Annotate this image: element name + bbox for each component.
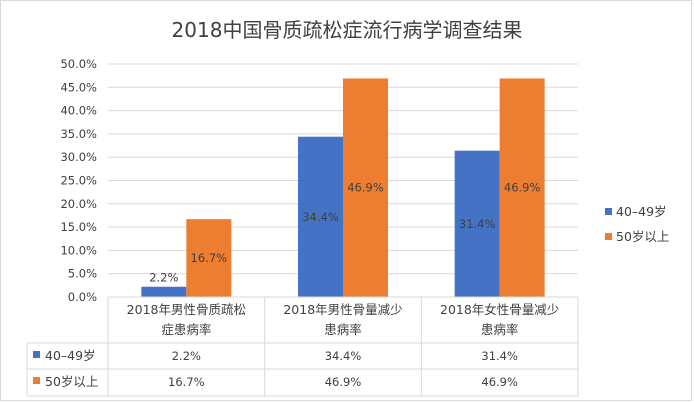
table-value: 46.9% (481, 375, 518, 389)
y-tick-label: 25.0% (60, 174, 97, 188)
table-value: 31.4% (481, 349, 518, 363)
legend-swatch (605, 208, 612, 215)
bar (454, 150, 500, 297)
y-tick-label: 50.0% (60, 57, 97, 71)
bar (141, 286, 187, 297)
y-tick-label: 5.0% (68, 267, 97, 281)
data-label: 16.7% (191, 251, 228, 265)
y-tick-label: 45.0% (60, 80, 97, 94)
table-legend-key (33, 351, 40, 358)
table-value: 46.9% (325, 375, 362, 389)
legend-swatch (605, 233, 612, 240)
legend-label: 40–49岁 (616, 204, 667, 219)
data-label: 46.9% (504, 181, 541, 195)
bar (343, 78, 388, 297)
bar (298, 136, 343, 297)
x-category-label: 2018年女性骨量减少 (440, 302, 559, 317)
y-tick-label: 40.0% (60, 104, 97, 118)
chart-title: 2018中国骨质疏松症流行病学调查结果 (171, 18, 523, 42)
y-tick-label: 20.0% (60, 197, 97, 211)
bar (499, 78, 545, 297)
data-label: 34.4% (302, 210, 339, 224)
y-tick-label: 30.0% (60, 150, 97, 164)
table-series-label: 50岁以上 (45, 374, 98, 389)
table-value: 16.7% (168, 375, 205, 389)
data-label: 2.2% (149, 271, 178, 285)
y-tick-label: 0.0% (68, 290, 97, 304)
y-tick-label: 10.0% (60, 243, 97, 257)
y-tick-label: 15.0% (60, 220, 97, 234)
x-category-label: 患病率 (481, 322, 519, 337)
x-category-label: 2018年男性骨质疏松 (127, 302, 246, 317)
table-series-label: 40–49岁 (45, 348, 96, 363)
table-value: 2.2% (172, 349, 201, 363)
y-tick-label: 35.0% (60, 127, 97, 141)
legend-label: 50岁以上 (616, 229, 669, 244)
x-category-label: 症患病率 (161, 322, 211, 337)
bar (186, 219, 232, 297)
table-legend-key (33, 377, 40, 384)
x-category-label: 患病率 (324, 322, 362, 337)
x-category-label: 2018年男性骨量减少 (283, 302, 402, 317)
table-value: 34.4% (325, 349, 362, 363)
data-label: 46.9% (347, 181, 384, 195)
data-label: 31.4% (459, 217, 496, 231)
